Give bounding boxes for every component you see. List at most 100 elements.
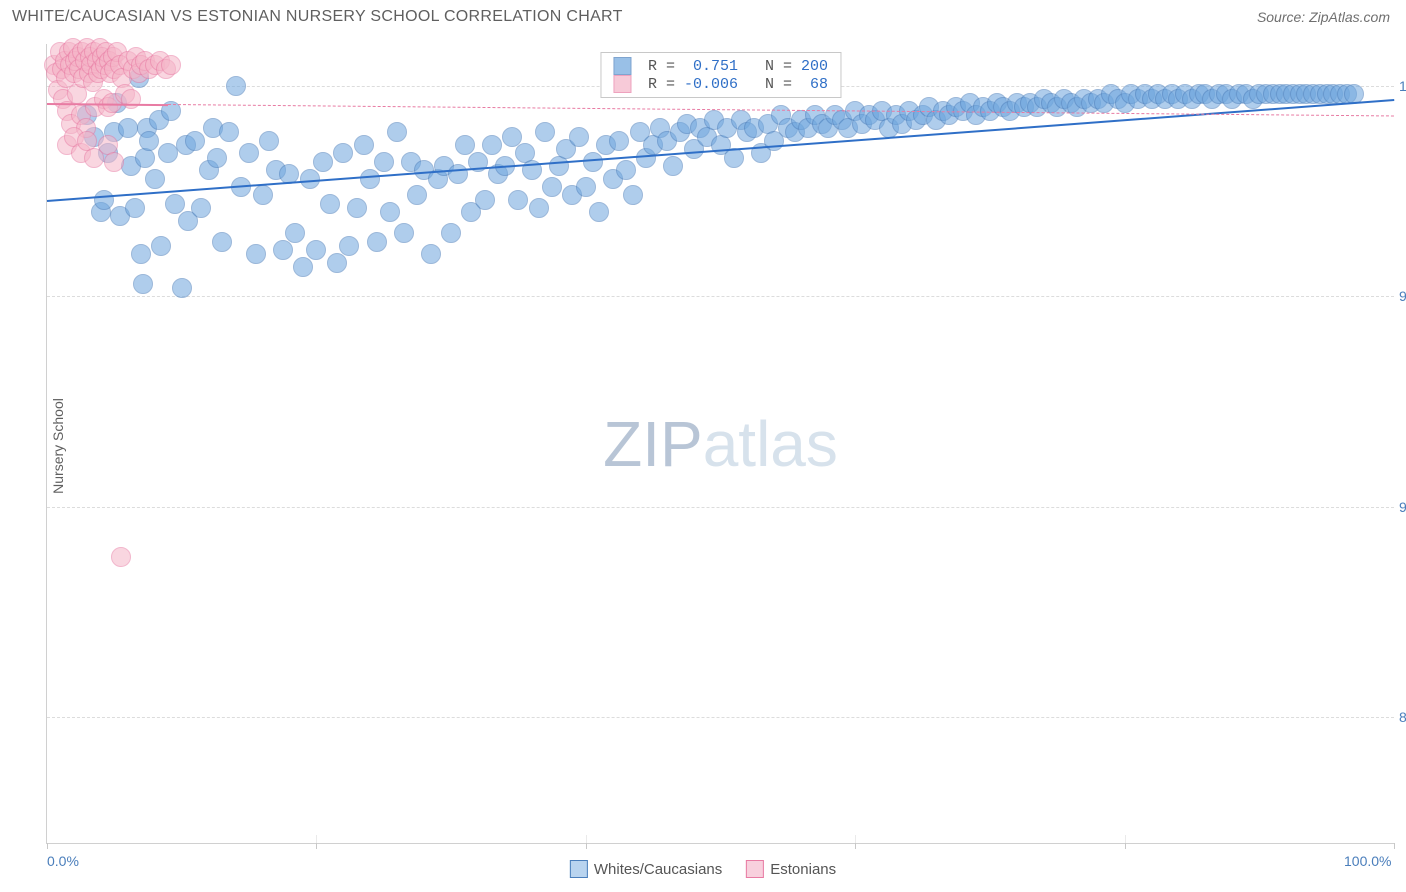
data-point — [191, 198, 211, 218]
watermark-part-a: ZIP — [603, 408, 703, 480]
data-point — [616, 160, 636, 180]
y-tick-label: 100.0% — [1399, 78, 1406, 94]
legend-item: Whites/Caucasians — [570, 860, 722, 878]
data-point — [542, 177, 562, 197]
data-point — [246, 244, 266, 264]
data-point — [300, 169, 320, 189]
gridline-h — [47, 507, 1394, 508]
data-point — [569, 127, 589, 147]
data-point — [502, 127, 522, 147]
data-point — [253, 185, 273, 205]
legend-swatch — [613, 75, 631, 93]
x-tick — [47, 843, 48, 849]
data-point — [104, 152, 124, 172]
x-tick — [855, 843, 856, 849]
legend-swatch — [746, 860, 764, 878]
data-point — [576, 177, 596, 197]
data-point — [441, 223, 461, 243]
data-point — [185, 131, 205, 151]
x-tick — [586, 843, 587, 849]
chart-title: WHITE/CAUCASIAN VS ESTONIAN NURSERY SCHO… — [12, 8, 623, 26]
data-point — [239, 143, 259, 163]
gridline-v — [586, 835, 587, 843]
data-point — [165, 194, 185, 214]
x-tick-label-right: 100.0% — [1344, 853, 1391, 869]
data-point — [455, 135, 475, 155]
x-tick — [316, 843, 317, 849]
data-point — [161, 55, 181, 75]
legend-swatch — [613, 57, 631, 75]
data-point — [448, 164, 468, 184]
data-point — [394, 223, 414, 243]
legend-item: Estonians — [746, 860, 836, 878]
gridline-h — [47, 717, 1394, 718]
data-point — [111, 547, 131, 567]
data-point — [387, 122, 407, 142]
data-point — [151, 236, 171, 256]
data-point — [663, 156, 683, 176]
scatter-chart: ZIPatlas 85.0%90.0%95.0%100.0%0.0%100.0%… — [46, 44, 1394, 844]
data-point — [226, 76, 246, 96]
data-point — [273, 240, 293, 260]
data-point — [475, 190, 495, 210]
stats-text: R = -0.006 N = 68 — [639, 76, 828, 93]
gridline-h — [47, 296, 1394, 297]
data-point — [212, 232, 232, 252]
data-point — [172, 278, 192, 298]
data-point — [259, 131, 279, 151]
gridline-v — [855, 835, 856, 843]
data-point — [508, 190, 528, 210]
gridline-v — [316, 835, 317, 843]
watermark: ZIPatlas — [603, 407, 838, 481]
legend-swatch — [570, 860, 588, 878]
data-point — [407, 185, 427, 205]
legend-label: Estonians — [770, 861, 836, 878]
gridline-v — [1125, 835, 1126, 843]
data-point — [131, 244, 151, 264]
data-point — [354, 135, 374, 155]
data-point — [589, 202, 609, 222]
x-tick — [1125, 843, 1126, 849]
data-point — [285, 223, 305, 243]
data-point — [535, 122, 555, 142]
stats-row: R = 0.751 N = 200 — [613, 57, 828, 75]
data-point — [333, 143, 353, 163]
x-tick-label-left: 0.0% — [47, 853, 79, 869]
data-point — [380, 202, 400, 222]
x-tick — [1394, 843, 1395, 849]
data-point — [313, 152, 333, 172]
stats-text: R = 0.751 N = 200 — [639, 58, 828, 75]
data-point — [320, 194, 340, 214]
data-point — [347, 198, 367, 218]
y-tick-label: 85.0% — [1399, 709, 1406, 725]
data-point — [421, 244, 441, 264]
data-point — [327, 253, 347, 273]
data-point — [529, 198, 549, 218]
data-point — [94, 190, 114, 210]
source-label: Source: ZipAtlas.com — [1257, 9, 1390, 25]
data-point — [139, 131, 159, 151]
data-point — [482, 135, 502, 155]
stats-row: R = -0.006 N = 68 — [613, 75, 828, 93]
data-point — [583, 152, 603, 172]
legend-label: Whites/Caucasians — [594, 861, 722, 878]
data-point — [145, 169, 165, 189]
data-point — [118, 118, 138, 138]
stats-box: R = 0.751 N = 200 R = -0.006 N = 68 — [600, 52, 841, 98]
y-tick-label: 90.0% — [1399, 499, 1406, 515]
data-point — [207, 148, 227, 168]
data-point — [135, 148, 155, 168]
data-point — [367, 232, 387, 252]
data-point — [293, 257, 313, 277]
data-point — [623, 185, 643, 205]
data-point — [306, 240, 326, 260]
data-point — [360, 169, 380, 189]
data-point — [125, 198, 145, 218]
data-point — [374, 152, 394, 172]
watermark-part-b: atlas — [703, 408, 838, 480]
legend: Whites/Caucasians Estonians — [570, 860, 836, 878]
data-point — [339, 236, 359, 256]
y-tick-label: 95.0% — [1399, 288, 1406, 304]
data-point — [133, 274, 153, 294]
data-point — [609, 131, 629, 151]
